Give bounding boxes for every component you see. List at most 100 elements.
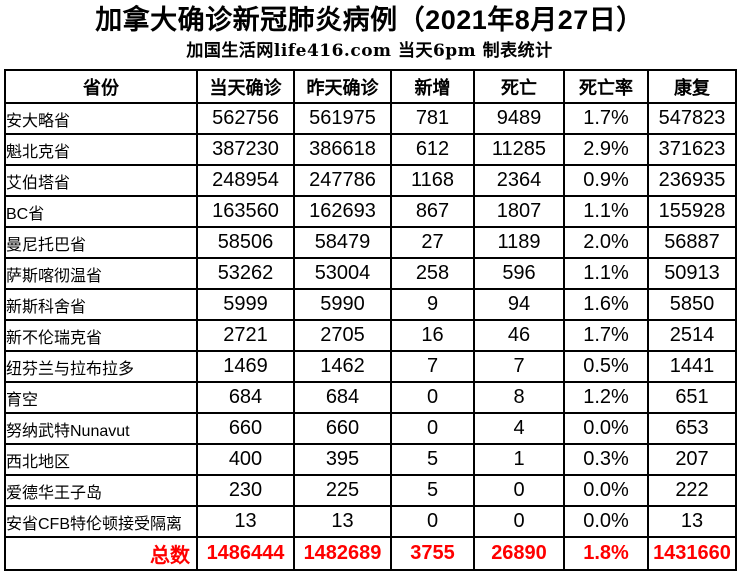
col-header-deaths: 死亡 [473,69,565,104]
value-cell: 0.3% [563,443,649,476]
value-cell: 225 [293,474,392,507]
value-cell: 2.0% [563,226,649,259]
value-cell: 5990 [293,288,392,321]
value-cell: 9 [390,288,475,321]
value-cell: 1.1% [563,195,649,228]
province-cell: 安大略省 [4,102,198,135]
table-row: BC省 163560 162693 867 1807 1.1% 155928 [4,195,737,228]
table-row: 新不伦瑞克省 2721 2705 16 46 1.7% 2514 [4,319,737,352]
province-cell: 萨斯喀彻温省 [4,257,198,290]
value-cell: 2514 [647,319,737,352]
value-cell: 0.0% [563,474,649,507]
total-death-rate: 1.8% [563,536,649,571]
covid-cases-table: 省份 当天确诊 昨天确诊 新增 死亡 死亡率 康复 安大略省 562756 5619… [4,69,737,571]
total-deaths: 26890 [473,536,565,571]
province-cell: 安省CFB特伦顿接受隔离 [4,505,198,538]
value-cell: 660 [196,412,295,445]
value-cell: 5999 [196,288,295,321]
value-cell: 387230 [196,133,295,166]
value-cell: 1462 [293,350,392,383]
value-cell: 400 [196,443,295,476]
value-cell: 58506 [196,226,295,259]
value-cell: 9489 [473,102,565,135]
value-cell: 395 [293,443,392,476]
province-cell: 爱德华王子岛 [4,474,198,507]
value-cell: 1469 [196,350,295,383]
value-cell: 7 [390,350,475,383]
value-cell: 0 [390,505,475,538]
value-cell: 2.9% [563,133,649,166]
value-cell: 1.6% [563,288,649,321]
value-cell: 867 [390,195,475,228]
value-cell: 684 [196,381,295,414]
value-cell: 230 [196,474,295,507]
value-cell: 5 [390,474,475,507]
value-cell: 1.1% [563,257,649,290]
value-cell: 5 [390,443,475,476]
value-cell: 2364 [473,164,565,197]
col-header-new-cases: 新增 [390,69,475,104]
value-cell: 8 [473,381,565,414]
page-title: 加拿大确诊新冠肺炎病例（2021年8月27日） [95,5,644,35]
value-cell: 5850 [647,288,737,321]
value-cell: 651 [647,381,737,414]
value-cell: 547823 [647,102,737,135]
province-cell: 曼尼托巴省 [4,226,198,259]
value-cell: 155928 [647,195,737,228]
table-row: 魁北克省 387230 386618 612 11285 2.9% 371623 [4,133,737,166]
total-recovered: 1431660 [647,536,737,571]
table-row: 西北地区 400 395 5 1 0.3% 207 [4,443,737,476]
value-cell: 46 [473,319,565,352]
value-cell: 7 [473,350,565,383]
value-cell: 386618 [293,133,392,166]
value-cell: 16 [390,319,475,352]
value-cell: 371623 [647,133,737,166]
value-cell: 684 [293,381,392,414]
table-row: 安大略省 562756 561975 781 9489 1.7% 547823 [4,102,737,135]
value-cell: 0 [473,505,565,538]
table-row: 努纳武特Nunavut 660 660 0 4 0.0% 653 [4,412,737,445]
value-cell: 2705 [293,319,392,352]
col-header-recovered: 康复 [647,69,737,104]
total-yesterday-confirmed: 1482689 [293,536,392,571]
value-cell: 53004 [293,257,392,290]
table-row: 育空 684 684 0 8 1.2% 651 [4,381,737,414]
value-cell: 222 [647,474,737,507]
province-cell: 纽芬兰与拉布拉多 [4,350,198,383]
table-row: 安省CFB特伦顿接受隔离 13 13 0 0 0.0% 13 [4,505,737,538]
value-cell: 1.7% [563,319,649,352]
value-cell: 562756 [196,102,295,135]
col-header-yesterday-confirmed: 昨天确诊 [293,69,392,104]
value-cell: 258 [390,257,475,290]
value-cell: 27 [390,226,475,259]
page-subtitle: 加国生活网life416.com 当天6pm 制表统计 [186,41,553,61]
table-body: 安大略省 562756 561975 781 9489 1.7% 547823 魁北克省 387… [4,102,737,538]
province-cell: 艾伯塔省 [4,164,198,197]
value-cell: 1168 [390,164,475,197]
table-row: 爱德华王子岛 230 225 5 0 0.0% 222 [4,474,737,507]
value-cell: 1441 [647,350,737,383]
value-cell: 53262 [196,257,295,290]
value-cell: 2721 [196,319,295,352]
table-row: 萨斯喀彻温省 53262 53004 258 596 1.1% 50913 [4,257,737,290]
value-cell: 0.5% [563,350,649,383]
table-row: 新斯科舍省 5999 5990 9 94 1.6% 5850 [4,288,737,321]
total-label: 总数 [4,536,198,571]
value-cell: 13 [293,505,392,538]
table-header-row: 省份 当天确诊 昨天确诊 新增 死亡 死亡率 康复 [4,69,737,104]
value-cell: 1 [473,443,565,476]
total-new-cases: 3755 [390,536,475,571]
value-cell: 612 [390,133,475,166]
total-today-confirmed: 1486444 [196,536,295,571]
value-cell: 94 [473,288,565,321]
province-cell: BC省 [4,195,198,228]
table-row: 艾伯塔省 248954 247786 1168 2364 0.9% 236935 [4,164,737,197]
value-cell: 11285 [473,133,565,166]
col-header-province: 省份 [4,69,198,104]
value-cell: 1807 [473,195,565,228]
province-cell: 育空 [4,381,198,414]
province-cell: 新不伦瑞克省 [4,319,198,352]
value-cell: 561975 [293,102,392,135]
total-row: 总数 1486444 1482689 3755 26890 1.8% 14316… [4,536,737,571]
